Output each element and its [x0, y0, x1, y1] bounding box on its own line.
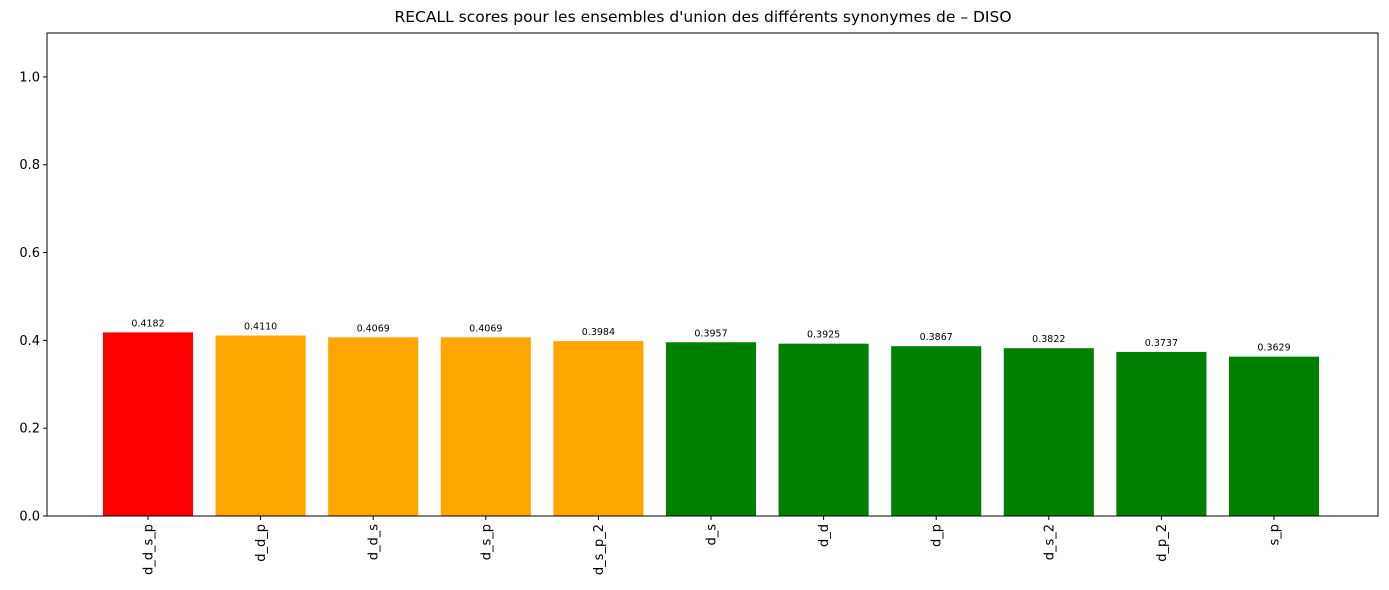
value-labels-layer: 0.4182 0.4110 0.4069 0.4069 0.3984 0.3957 0.39… [131, 318, 1290, 353]
chart-title: RECALL scores pour les ensembles d'union… [394, 8, 1011, 26]
bar-value-label: 0.3737 [1145, 338, 1178, 349]
bar-value-label: 0.4069 [357, 323, 390, 334]
x-tick-label: d_s_p [479, 524, 494, 560]
x-tick-label: s_p [1268, 524, 1283, 546]
x-tick-label: d_d_s [367, 524, 382, 561]
y-tick-label: 0.8 [19, 158, 40, 173]
x-tick-label: d_d [817, 524, 832, 547]
bar-d_s_p [440, 337, 531, 516]
bar-value-label: 0.3925 [807, 330, 840, 341]
bar-value-label: 0.3984 [582, 327, 615, 338]
bar-value-label: 0.3629 [1257, 343, 1290, 354]
bar-d_d_s [328, 337, 419, 516]
bar-value-label: 0.4110 [244, 322, 277, 333]
y-tick-label: 0.0 [19, 510, 40, 525]
bar-d_s [665, 342, 757, 516]
plot-frame [46, 32, 1379, 517]
bar-d_d_p [215, 335, 306, 516]
x-tick-label: d_d_s_p [142, 524, 157, 575]
x-tick-label: d_p_2 [1155, 524, 1170, 562]
bar-d_d [778, 343, 869, 516]
bars-layer [102, 332, 1320, 516]
y-tick-label: 0.4 [19, 334, 40, 349]
bar-s_p [1228, 356, 1320, 516]
bar-d_d_s_p [102, 332, 194, 516]
bar-value-label: 0.3822 [1032, 334, 1065, 345]
y-axis: 0.0 0.2 0.4 0.6 0.8 1.0 [19, 70, 47, 525]
y-tick-label: 0.2 [19, 422, 40, 437]
x-axis: d_d_s_p d_d_p d_d_s d_s_p d_s_p_2 d_s d_d d_p d_… [142, 516, 1283, 575]
x-tick-label: d_s_2 [1042, 524, 1057, 560]
bar-d_p [891, 346, 982, 516]
y-tick-label: 1.0 [19, 70, 40, 85]
x-tick-label: d_d_p [254, 524, 269, 562]
bar-d_s_p_2 [553, 341, 644, 516]
bar-value-label: 0.3867 [920, 332, 953, 343]
x-tick-label: d_s_p_2 [592, 524, 607, 575]
bar-d_s_2 [1003, 348, 1094, 516]
bar-value-label: 0.4069 [469, 323, 502, 334]
bar-value-label: 0.4182 [131, 318, 164, 329]
bar-value-label: 0.3957 [694, 328, 727, 339]
x-tick-label: d_p [930, 524, 945, 547]
bar-d_p_2 [1116, 351, 1207, 516]
y-tick-label: 0.6 [19, 246, 40, 261]
x-tick-label: d_s [705, 524, 720, 546]
